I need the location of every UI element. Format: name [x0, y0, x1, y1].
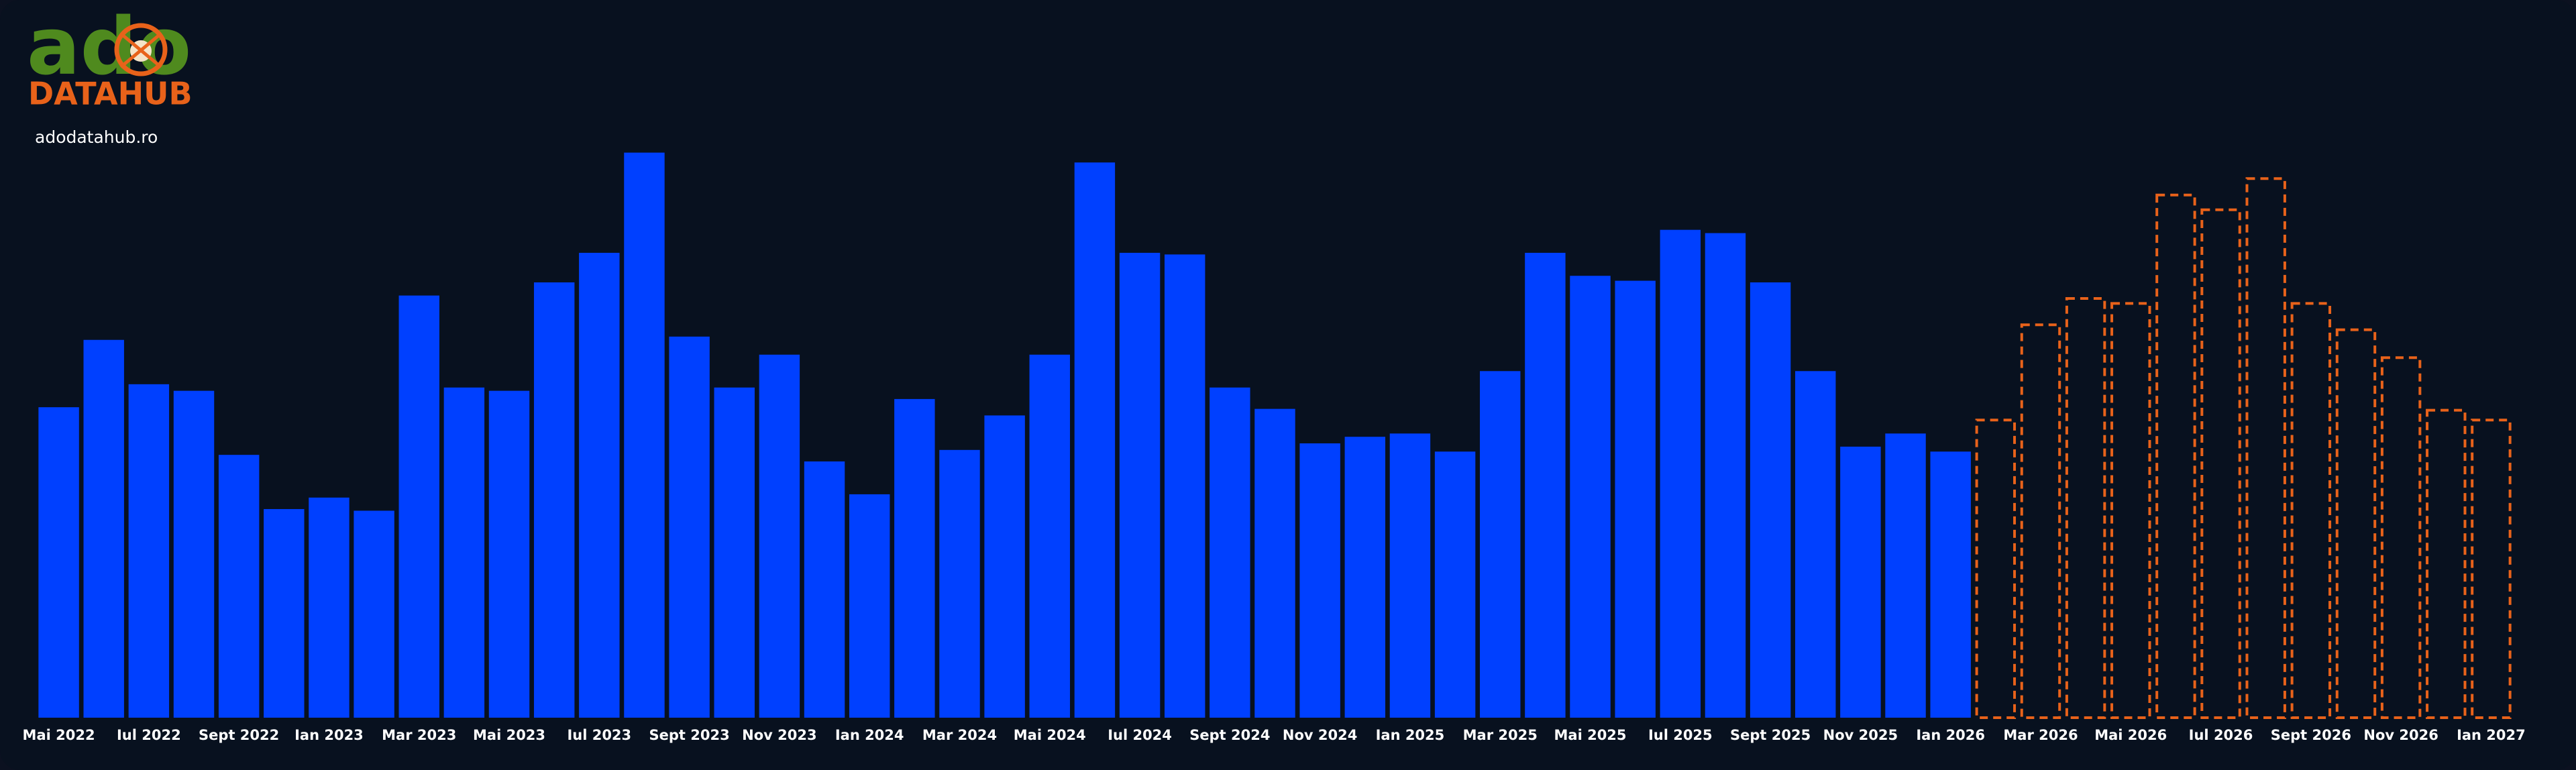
bar	[759, 354, 800, 718]
bar	[1570, 276, 1611, 718]
x-tick-label: Ian 2026	[1916, 727, 1985, 743]
bar	[1389, 433, 1431, 718]
logo-product: DATAHUB	[28, 76, 193, 112]
x-tick-label: Nov 2025	[1823, 727, 1898, 743]
bar	[309, 497, 350, 718]
forecast-bar	[1975, 419, 2017, 719]
bar	[624, 152, 665, 718]
forecast-bar	[2471, 419, 2512, 719]
bar	[669, 336, 710, 718]
bar	[1480, 371, 1521, 718]
x-tick-label: Nov 2024	[1283, 727, 1357, 743]
bar	[1750, 282, 1791, 718]
forecast-bar	[2335, 328, 2377, 720]
bar	[354, 510, 394, 718]
bar	[894, 398, 935, 718]
bar	[1210, 387, 1250, 718]
x-tick-label: Iul 2024	[1108, 727, 1172, 743]
x-tick-label: Iul 2026	[2189, 727, 2253, 743]
bar	[984, 415, 1025, 718]
x-tick-label: Sept 2022	[199, 727, 279, 743]
x-tick-label: Mar 2026	[2003, 727, 2078, 743]
x-tick-label: Ian 2023	[294, 727, 364, 743]
bar	[83, 339, 124, 718]
forecast-bar	[2155, 193, 2196, 720]
bar	[398, 295, 439, 718]
x-tick-label: Sept 2025	[1730, 727, 1811, 743]
x-tick-label: Sept 2023	[649, 727, 730, 743]
bar	[849, 494, 890, 718]
forecast-bar	[2245, 177, 2286, 719]
bar	[1660, 229, 1701, 718]
forecast-bar	[2426, 408, 2467, 719]
bar	[1840, 446, 1881, 718]
bar	[1074, 162, 1116, 718]
bar	[1299, 443, 1340, 718]
x-tick-label: Sept 2024	[1189, 727, 1270, 743]
x-tick-label: Mar 2025	[1463, 727, 1538, 743]
x-tick-label: Ian 2025	[1376, 727, 1445, 743]
bar	[1344, 437, 1386, 718]
x-tick-label: Mai 2022	[23, 727, 95, 743]
x-tick-label: Iul 2022	[117, 727, 181, 743]
x-tick-label: Mai 2026	[2094, 727, 2167, 743]
x-tick-label: Nov 2023	[742, 727, 816, 743]
bar	[488, 390, 530, 718]
x-tick-label: Ian 2027	[2457, 727, 2526, 743]
forecast-bar	[2020, 323, 2061, 719]
bar	[1029, 354, 1070, 718]
bar	[218, 455, 260, 718]
bar	[173, 390, 215, 718]
logo-icon	[114, 23, 168, 76]
x-tick-label: Mar 2024	[922, 727, 997, 743]
x-tick-label: Iul 2023	[567, 727, 631, 743]
forecast-bar	[2290, 302, 2332, 719]
bar	[1254, 408, 1295, 718]
x-tick-label: Mai 2023	[473, 727, 545, 743]
bar	[443, 387, 485, 718]
bar	[1705, 233, 1746, 718]
forecast-bar	[2065, 297, 2106, 719]
bar	[264, 508, 305, 718]
bar	[714, 387, 755, 718]
bar	[1885, 433, 1926, 718]
bar	[128, 384, 170, 718]
bar	[1615, 280, 1656, 718]
bar	[38, 407, 79, 718]
bar	[533, 282, 575, 718]
x-tick-label: Nov 2026	[2363, 727, 2438, 743]
x-tick-label: Ian 2024	[835, 727, 904, 743]
forecast-bar	[2200, 208, 2241, 719]
bar	[804, 461, 845, 718]
x-tick-label: Iul 2025	[1648, 727, 1713, 743]
bar	[1119, 252, 1161, 718]
bar	[1930, 451, 1971, 718]
x-tick-label: Mar 2023	[382, 727, 456, 743]
bar	[1795, 371, 1836, 718]
x-tick-label: Sept 2026	[2271, 727, 2351, 743]
x-tick-label: Mai 2025	[1554, 727, 1627, 743]
bar	[579, 252, 620, 718]
logo-site: adodatahub.ro	[35, 127, 158, 147]
forecast-bar	[2110, 302, 2151, 719]
bar	[1164, 254, 1205, 718]
bar	[1434, 451, 1476, 718]
forecast-bar	[2380, 356, 2422, 719]
bar	[1525, 252, 1566, 718]
x-tick-label: Mai 2024	[1014, 727, 1086, 743]
bar	[939, 449, 980, 718]
